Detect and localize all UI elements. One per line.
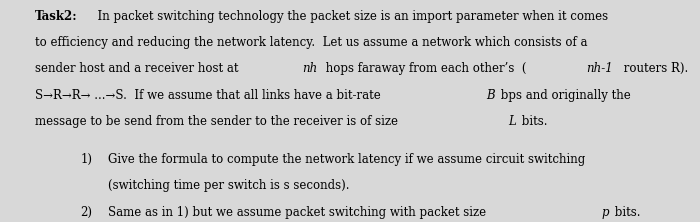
Text: Same as in 1) but we assume packet switching with packet size: Same as in 1) but we assume packet switc…	[108, 206, 491, 219]
Text: Task2:: Task2:	[35, 10, 78, 23]
Text: message to be send from the sender to the receiver is of size: message to be send from the sender to th…	[35, 115, 402, 128]
Text: sender host and a receiver host at: sender host and a receiver host at	[35, 62, 242, 75]
Text: Give the formula to compute the network latency if we assume circuit switching: Give the formula to compute the network …	[108, 153, 586, 166]
Text: (switching time per switch is s seconds).: (switching time per switch is s seconds)…	[108, 179, 350, 192]
Text: hops faraway from each other’s  (: hops faraway from each other’s (	[322, 62, 526, 75]
Text: to efficiency and reducing the network latency.  Let us assume a network which c: to efficiency and reducing the network l…	[35, 36, 587, 49]
Text: In packet switching technology the packet size is an import parameter when it co: In packet switching technology the packe…	[90, 10, 608, 23]
Text: 1): 1)	[80, 153, 92, 166]
Text: nh-1: nh-1	[586, 62, 612, 75]
Text: S→R→R→ ...→S.  If we assume that all links have a bit-rate: S→R→R→ ...→S. If we assume that all link…	[35, 89, 384, 102]
Text: p: p	[601, 206, 609, 219]
Text: bps and originally the: bps and originally the	[497, 89, 631, 102]
Text: L: L	[508, 115, 516, 128]
Text: bits.: bits.	[518, 115, 547, 128]
Text: routers R).: routers R).	[620, 62, 689, 75]
Text: B: B	[486, 89, 495, 102]
Text: nh: nh	[302, 62, 318, 75]
Text: 2): 2)	[80, 206, 92, 219]
Text: bits.: bits.	[611, 206, 640, 219]
